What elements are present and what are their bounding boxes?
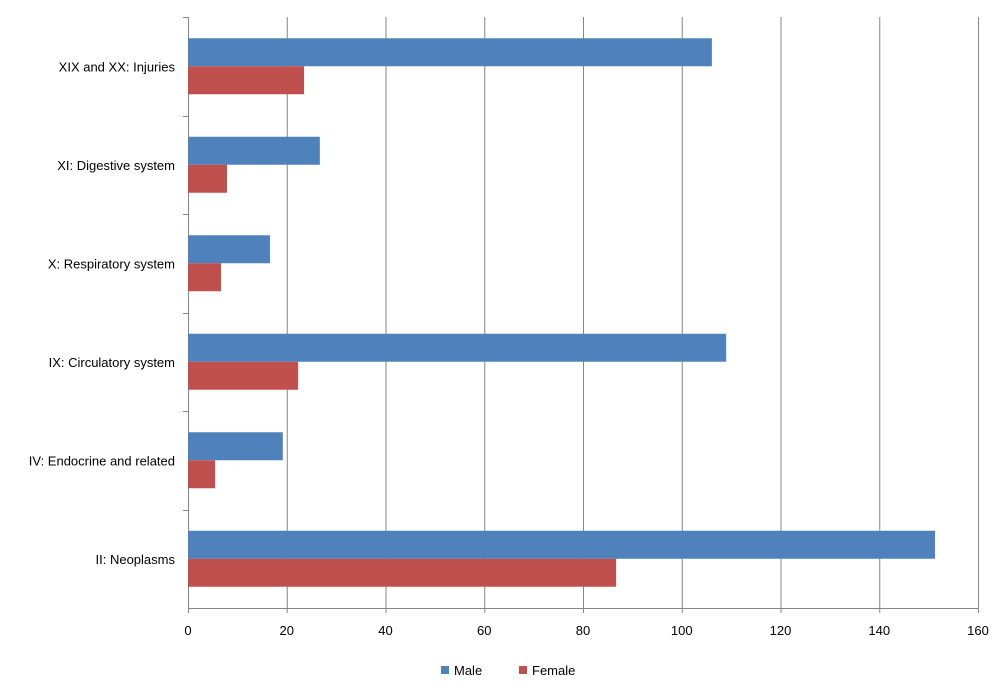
x-tick-label: 80 (576, 623, 590, 638)
legend-label: Male (454, 663, 482, 678)
bar-male (188, 38, 712, 67)
x-tick-label: 20 (280, 623, 294, 638)
category-label: X: Respiratory system (48, 256, 175, 271)
legend-swatch (441, 666, 449, 674)
x-tick-label: 140 (868, 623, 890, 638)
legend-item-female: Female (519, 663, 575, 678)
category-label: II: Neoplasms (96, 552, 176, 567)
x-tick-label: 40 (378, 623, 392, 638)
bar-female (188, 558, 617, 587)
bar-female (188, 263, 222, 292)
x-tick-label: 60 (477, 623, 491, 638)
legend-item-male: Male (441, 663, 482, 678)
x-tick-label: 160 (967, 623, 989, 638)
x-tick-label: 100 (671, 623, 693, 638)
x-tick-label: 120 (770, 623, 792, 638)
legend-swatch (519, 666, 527, 674)
bar-male (188, 530, 936, 559)
bar-female (188, 361, 299, 390)
bar-female (188, 164, 228, 193)
category-label: XIX and XX: Injuries (59, 59, 176, 74)
bar-male (188, 136, 320, 165)
legend-label: Female (532, 663, 575, 678)
bar-female (188, 460, 216, 489)
x-tick-label: 0 (184, 623, 191, 638)
bar-female (188, 66, 305, 95)
bar-male (188, 432, 283, 461)
category-label: IX: Circulatory system (49, 355, 175, 370)
category-label: XI: Digestive system (57, 158, 175, 173)
bar-male (188, 235, 270, 264)
bar-male (188, 333, 727, 362)
category-label: IV: Endocrine and related (29, 453, 175, 468)
